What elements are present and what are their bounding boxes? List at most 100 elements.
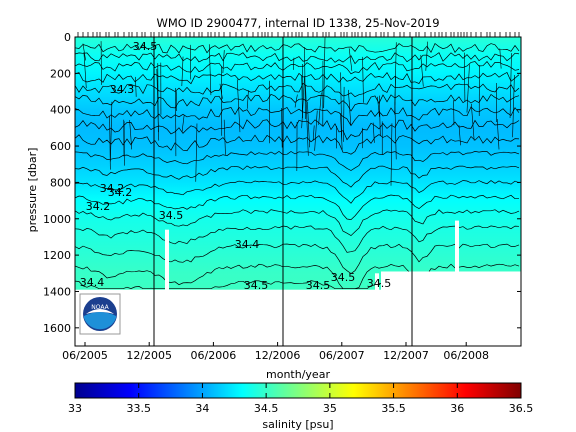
contour-fragment	[340, 113, 343, 150]
contour-fragment	[301, 75, 303, 119]
contour-line	[75, 194, 520, 220]
data-gaps	[165, 220, 521, 291]
contour-lines	[75, 37, 520, 290]
contour-fragment	[181, 56, 184, 87]
contour-label: 34.4	[235, 238, 260, 251]
contour-fragment	[219, 83, 223, 99]
contour-fragment	[129, 120, 133, 150]
y-tick-label: 1000	[43, 213, 71, 226]
y-tick-label: 1200	[43, 249, 71, 262]
contour-label: 34.5	[367, 277, 392, 290]
contour-fragment	[362, 56, 364, 103]
contour-label: 34.2	[100, 182, 125, 195]
contour-label: 34.5	[306, 279, 331, 292]
contour-line	[75, 225, 520, 253]
contour-fragment	[294, 94, 298, 108]
contour-line	[75, 106, 520, 127]
colorbar-tick-label: 33	[68, 402, 82, 415]
contour-fragment	[463, 52, 466, 102]
contour-fragment	[348, 89, 352, 126]
contour-fragment	[109, 115, 111, 170]
y-tick-label: 200	[50, 67, 71, 80]
contour-label: 34.2	[108, 186, 133, 199]
contour-line	[75, 52, 520, 65]
contour-fragment	[377, 96, 380, 118]
contour-fragment	[348, 48, 353, 71]
contour-line	[75, 243, 520, 274]
colorbar-tick-label: 34	[195, 402, 209, 415]
contour-fragment	[496, 119, 500, 150]
contour-fragment	[312, 125, 315, 141]
contour-fragment	[499, 48, 502, 69]
x-tick-label: 12/2005	[126, 349, 172, 362]
y-tick-label: 1600	[43, 322, 71, 335]
contour-line	[75, 82, 520, 98]
contour-fragment	[394, 101, 397, 160]
contour-fragment	[246, 90, 249, 109]
contour-fragment	[466, 64, 470, 113]
colorbar-label: salinity [psu]	[262, 418, 333, 431]
y-axis-label: pressure [dbar]	[26, 148, 39, 233]
contour-fragment	[390, 123, 393, 186]
x-tick-label: 06/2005	[62, 349, 108, 362]
logo-text: NOAA	[91, 304, 109, 311]
colorbar-ticks: 33 33.5 34 34.5 35 35.5 36 36.5	[68, 383, 533, 415]
contour-label: 34.3	[110, 83, 135, 96]
x-tick-label: 12/2006	[255, 349, 301, 362]
plot-frame	[74, 36, 522, 347]
missing-data-gap	[165, 229, 169, 291]
noaa-logo: NOAA	[79, 293, 121, 335]
profile-ticks	[77, 32, 520, 37]
x-axis-ticks: 06/2005 12/2005 06/2006 12/2006 06/2007 12/20…	[62, 342, 489, 362]
contour-fragment	[83, 52, 87, 89]
contour-fragment	[471, 103, 475, 141]
contour-labels: 34.534.334.234.234.234.434.534.4 34.5 34.5…	[80, 40, 392, 292]
y-axis-ticks: 0 200 400 600 800 1000 1200 1400 1600	[43, 31, 521, 335]
colorbar-tick-label: 35	[323, 402, 337, 415]
contour-label: 34.5	[331, 271, 356, 284]
chart-title: WMO ID 2900477, internal ID 1338, 25-Nov…	[156, 16, 439, 30]
contour-fragment	[340, 72, 343, 141]
contour-label: 34.2	[86, 200, 111, 213]
contour-line	[75, 61, 520, 75]
x-axis-label: month/year	[266, 368, 330, 381]
contour-fragment	[425, 41, 428, 71]
contour-fragment	[318, 92, 322, 125]
contour-fragment	[82, 43, 86, 61]
missing-data-gap	[455, 220, 459, 291]
contour-line	[75, 42, 520, 54]
contour-fragment	[509, 53, 512, 119]
contour-line	[75, 93, 520, 112]
x-tick-label: 06/2008	[443, 349, 489, 362]
contour-fragment	[314, 110, 318, 151]
contour-fragment	[512, 75, 515, 138]
contour-label: 34.5	[244, 279, 269, 292]
x-tick-label: 06/2007	[319, 349, 365, 362]
contour-fragment	[181, 115, 185, 132]
contour-label: 34.5	[159, 209, 184, 222]
contour-line	[75, 209, 520, 237]
contour-fragment	[420, 54, 424, 87]
y-tick-label: 600	[50, 140, 71, 153]
salinity-field	[75, 37, 521, 290]
contour-fragment	[195, 123, 198, 182]
contour-line	[75, 180, 520, 204]
contour-fragment	[157, 63, 159, 132]
colorbar-tick-label: 33.5	[126, 402, 151, 415]
x-tick-label: 06/2006	[191, 349, 237, 362]
contour-line	[75, 71, 520, 85]
contour-fragment	[304, 47, 306, 120]
contour-fragment	[281, 108, 283, 148]
colorbar-tick-label: 34.5	[254, 402, 279, 415]
contour-line	[75, 263, 520, 290]
contour-label: 34.4	[80, 276, 105, 289]
missing-data-gap	[375, 273, 379, 291]
contour-fragment	[305, 84, 309, 156]
contour-fragment	[343, 86, 345, 142]
cycle-markers	[153, 37, 413, 346]
contour-fragment	[379, 95, 381, 136]
colorbar	[74, 382, 522, 399]
contour-label: 34.5	[133, 40, 158, 53]
contour-fragment	[323, 37, 326, 108]
